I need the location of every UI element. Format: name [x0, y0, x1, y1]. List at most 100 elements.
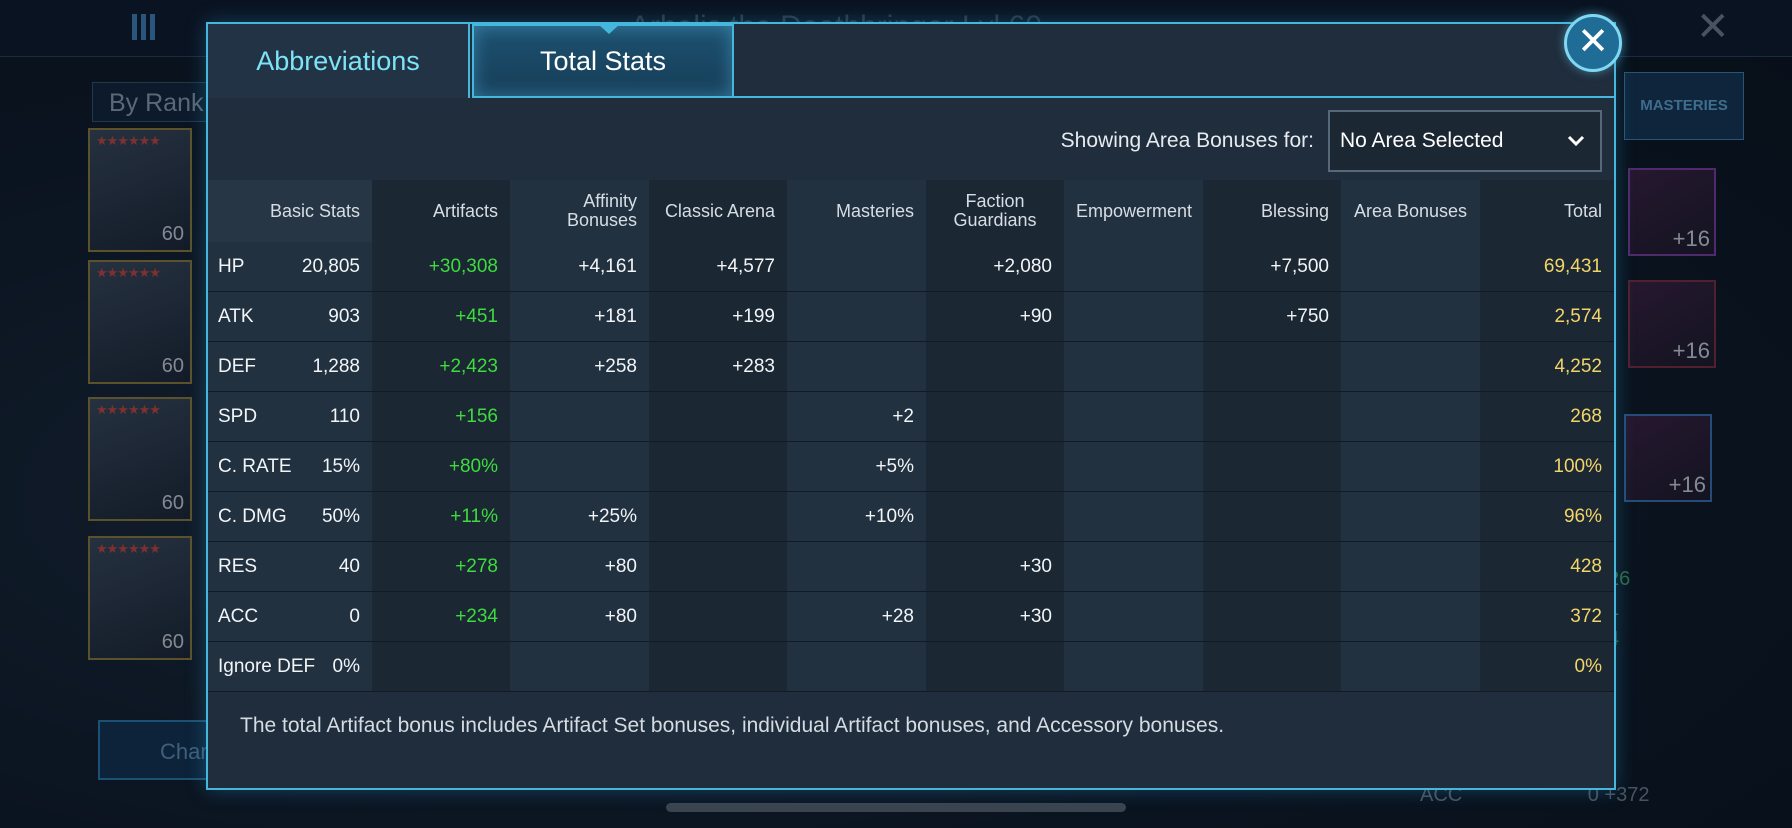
stars-icon: ★★★★★★ — [96, 265, 161, 280]
column-header: Total — [1480, 180, 1614, 242]
stars-icon: ★★★★★★ — [96, 402, 161, 417]
empowerment-value — [1064, 441, 1203, 492]
faction-value: +30 — [926, 541, 1064, 592]
artifacts-value: +80% — [372, 441, 510, 492]
masteries-value: +5% — [787, 441, 926, 492]
area-bonus-filter: Showing Area Bonuses for: No Area Select… — [1061, 110, 1602, 172]
menu-icon[interactable] — [132, 14, 158, 40]
affinity-value — [510, 391, 649, 442]
area-bonus-value — [1341, 291, 1480, 342]
gear-slot[interactable]: +16 — [1624, 414, 1712, 502]
column-header: Faction Guardians — [926, 180, 1064, 242]
masteries-value — [787, 291, 926, 342]
stat-cell: HP 20,805 — [208, 242, 372, 292]
affinity-value: +258 — [510, 341, 649, 392]
blessing-value — [1203, 591, 1341, 642]
affinity-value — [510, 441, 649, 492]
champion-level: 60 — [161, 492, 184, 514]
gear-slot[interactable]: +16 — [1628, 168, 1716, 256]
close-icon[interactable]: ✕ — [1696, 5, 1730, 49]
stat-cell: DEF 1,288 — [208, 341, 372, 392]
blessing-value — [1203, 641, 1341, 692]
basic-stat-value: 40 — [338, 555, 360, 577]
tab-total-stats[interactable]: Total Stats — [472, 24, 734, 98]
tab-label: Total Stats — [539, 45, 667, 76]
arena-value — [649, 491, 787, 542]
basic-stat-value: 15% — [321, 455, 360, 477]
affinity-value — [510, 641, 649, 692]
column-header: Area Bonuses — [1341, 180, 1480, 242]
total-value: 428 — [1480, 541, 1614, 592]
divider — [734, 96, 1614, 98]
empowerment-value — [1064, 341, 1203, 392]
masteries-value — [787, 242, 926, 292]
tab-abbreviations[interactable]: Abbreviations — [208, 24, 470, 98]
column-header: Masteries — [787, 180, 926, 242]
stat-cell: Ignore DEF 0% — [208, 641, 372, 692]
gear-level: +16 — [1672, 338, 1710, 363]
faction-value — [926, 391, 1064, 442]
area-select-dropdown[interactable]: No Area Selected — [1328, 110, 1602, 172]
empowerment-value — [1064, 541, 1203, 592]
total-value: 372 — [1480, 591, 1614, 642]
champion-card[interactable]: ★★★★★★ 60 — [88, 397, 192, 521]
table-row: Ignore DEF 0% 0% — [208, 641, 1614, 692]
artifacts-value: +2,423 — [372, 341, 510, 392]
gear-level: +16 — [1668, 472, 1706, 497]
total-value: 268 — [1480, 391, 1614, 442]
table-row: DEF 1,288 +2,423 +258 +283 4,252 — [208, 341, 1614, 392]
blessing-value — [1203, 541, 1341, 592]
artifacts-value: +278 — [372, 541, 510, 592]
affinity-value: +80 — [510, 591, 649, 642]
table-row: C. RATE 15% +80% +5% 100% — [208, 441, 1614, 492]
column-header: Affinity Bonuses — [510, 180, 649, 242]
stars-icon: ★★★★★★ — [96, 133, 161, 148]
masteries-value — [787, 641, 926, 692]
scrollbar[interactable] — [666, 803, 1126, 812]
stat-cell: SPD 110 — [208, 391, 372, 442]
table-row: ATK 903 +451 +181 +199 +90 +750 2,574 — [208, 291, 1614, 342]
artifacts-value: +234 — [372, 591, 510, 642]
champion-card[interactable]: ★★★★★★ 60 — [88, 128, 192, 252]
affinity-value: +4,161 — [510, 242, 649, 292]
area-bonus-value — [1341, 591, 1480, 642]
stat-name: C. DMG — [218, 505, 287, 527]
empowerment-value — [1064, 391, 1203, 442]
table-header-row: Basic Stats Artifacts Affinity Bonuses C… — [208, 180, 1614, 242]
stat-name: Ignore DEF — [218, 655, 316, 677]
total-value: 4,252 — [1480, 341, 1614, 392]
masteries-tab[interactable]: MASTERIES — [1624, 72, 1744, 140]
masteries-value — [787, 341, 926, 392]
arena-value — [649, 591, 787, 642]
gear-slot[interactable]: +16 — [1628, 280, 1716, 368]
total-value: 96% — [1480, 491, 1614, 542]
empowerment-value — [1064, 291, 1203, 342]
arena-value: +283 — [649, 341, 787, 392]
total-stats-dialog: Abbreviations Total Stats ✕ Showing Area… — [206, 14, 1622, 790]
total-value: 0% — [1480, 641, 1614, 692]
table-row: HP 20,805 +30,308 +4,161 +4,577 +2,080 +… — [208, 242, 1614, 292]
table-row: ACC 0 +234 +80 +28 +30 372 — [208, 591, 1614, 642]
area-label: Showing Area Bonuses for: — [1060, 129, 1314, 152]
basic-stat-value: 903 — [328, 305, 360, 327]
area-bonus-value — [1341, 441, 1480, 492]
faction-value: +30 — [926, 591, 1064, 642]
area-bonus-value — [1341, 391, 1480, 442]
champion-card[interactable]: ★★★★★★ 60 — [88, 260, 192, 384]
faction-value — [926, 441, 1064, 492]
champion-card[interactable]: ★★★★★★ 60 — [88, 536, 192, 660]
stat-cell: C. RATE 15% — [208, 441, 372, 492]
stat-name: SPD — [218, 405, 258, 427]
artifacts-value: +156 — [372, 391, 510, 442]
blessing-value — [1203, 491, 1341, 542]
column-header: Empowerment — [1064, 180, 1203, 242]
column-header: Blessing — [1203, 180, 1341, 242]
empowerment-value — [1064, 242, 1203, 292]
stat-cell: RES 40 — [208, 541, 372, 592]
artifacts-value: +30,308 — [372, 242, 510, 292]
total-value: 2,574 — [1480, 291, 1614, 342]
area-bonus-value — [1341, 242, 1480, 292]
close-button[interactable]: ✕ — [1564, 14, 1622, 72]
stars-icon: ★★★★★★ — [96, 541, 161, 556]
stat-cell: ACC 0 — [208, 591, 372, 642]
